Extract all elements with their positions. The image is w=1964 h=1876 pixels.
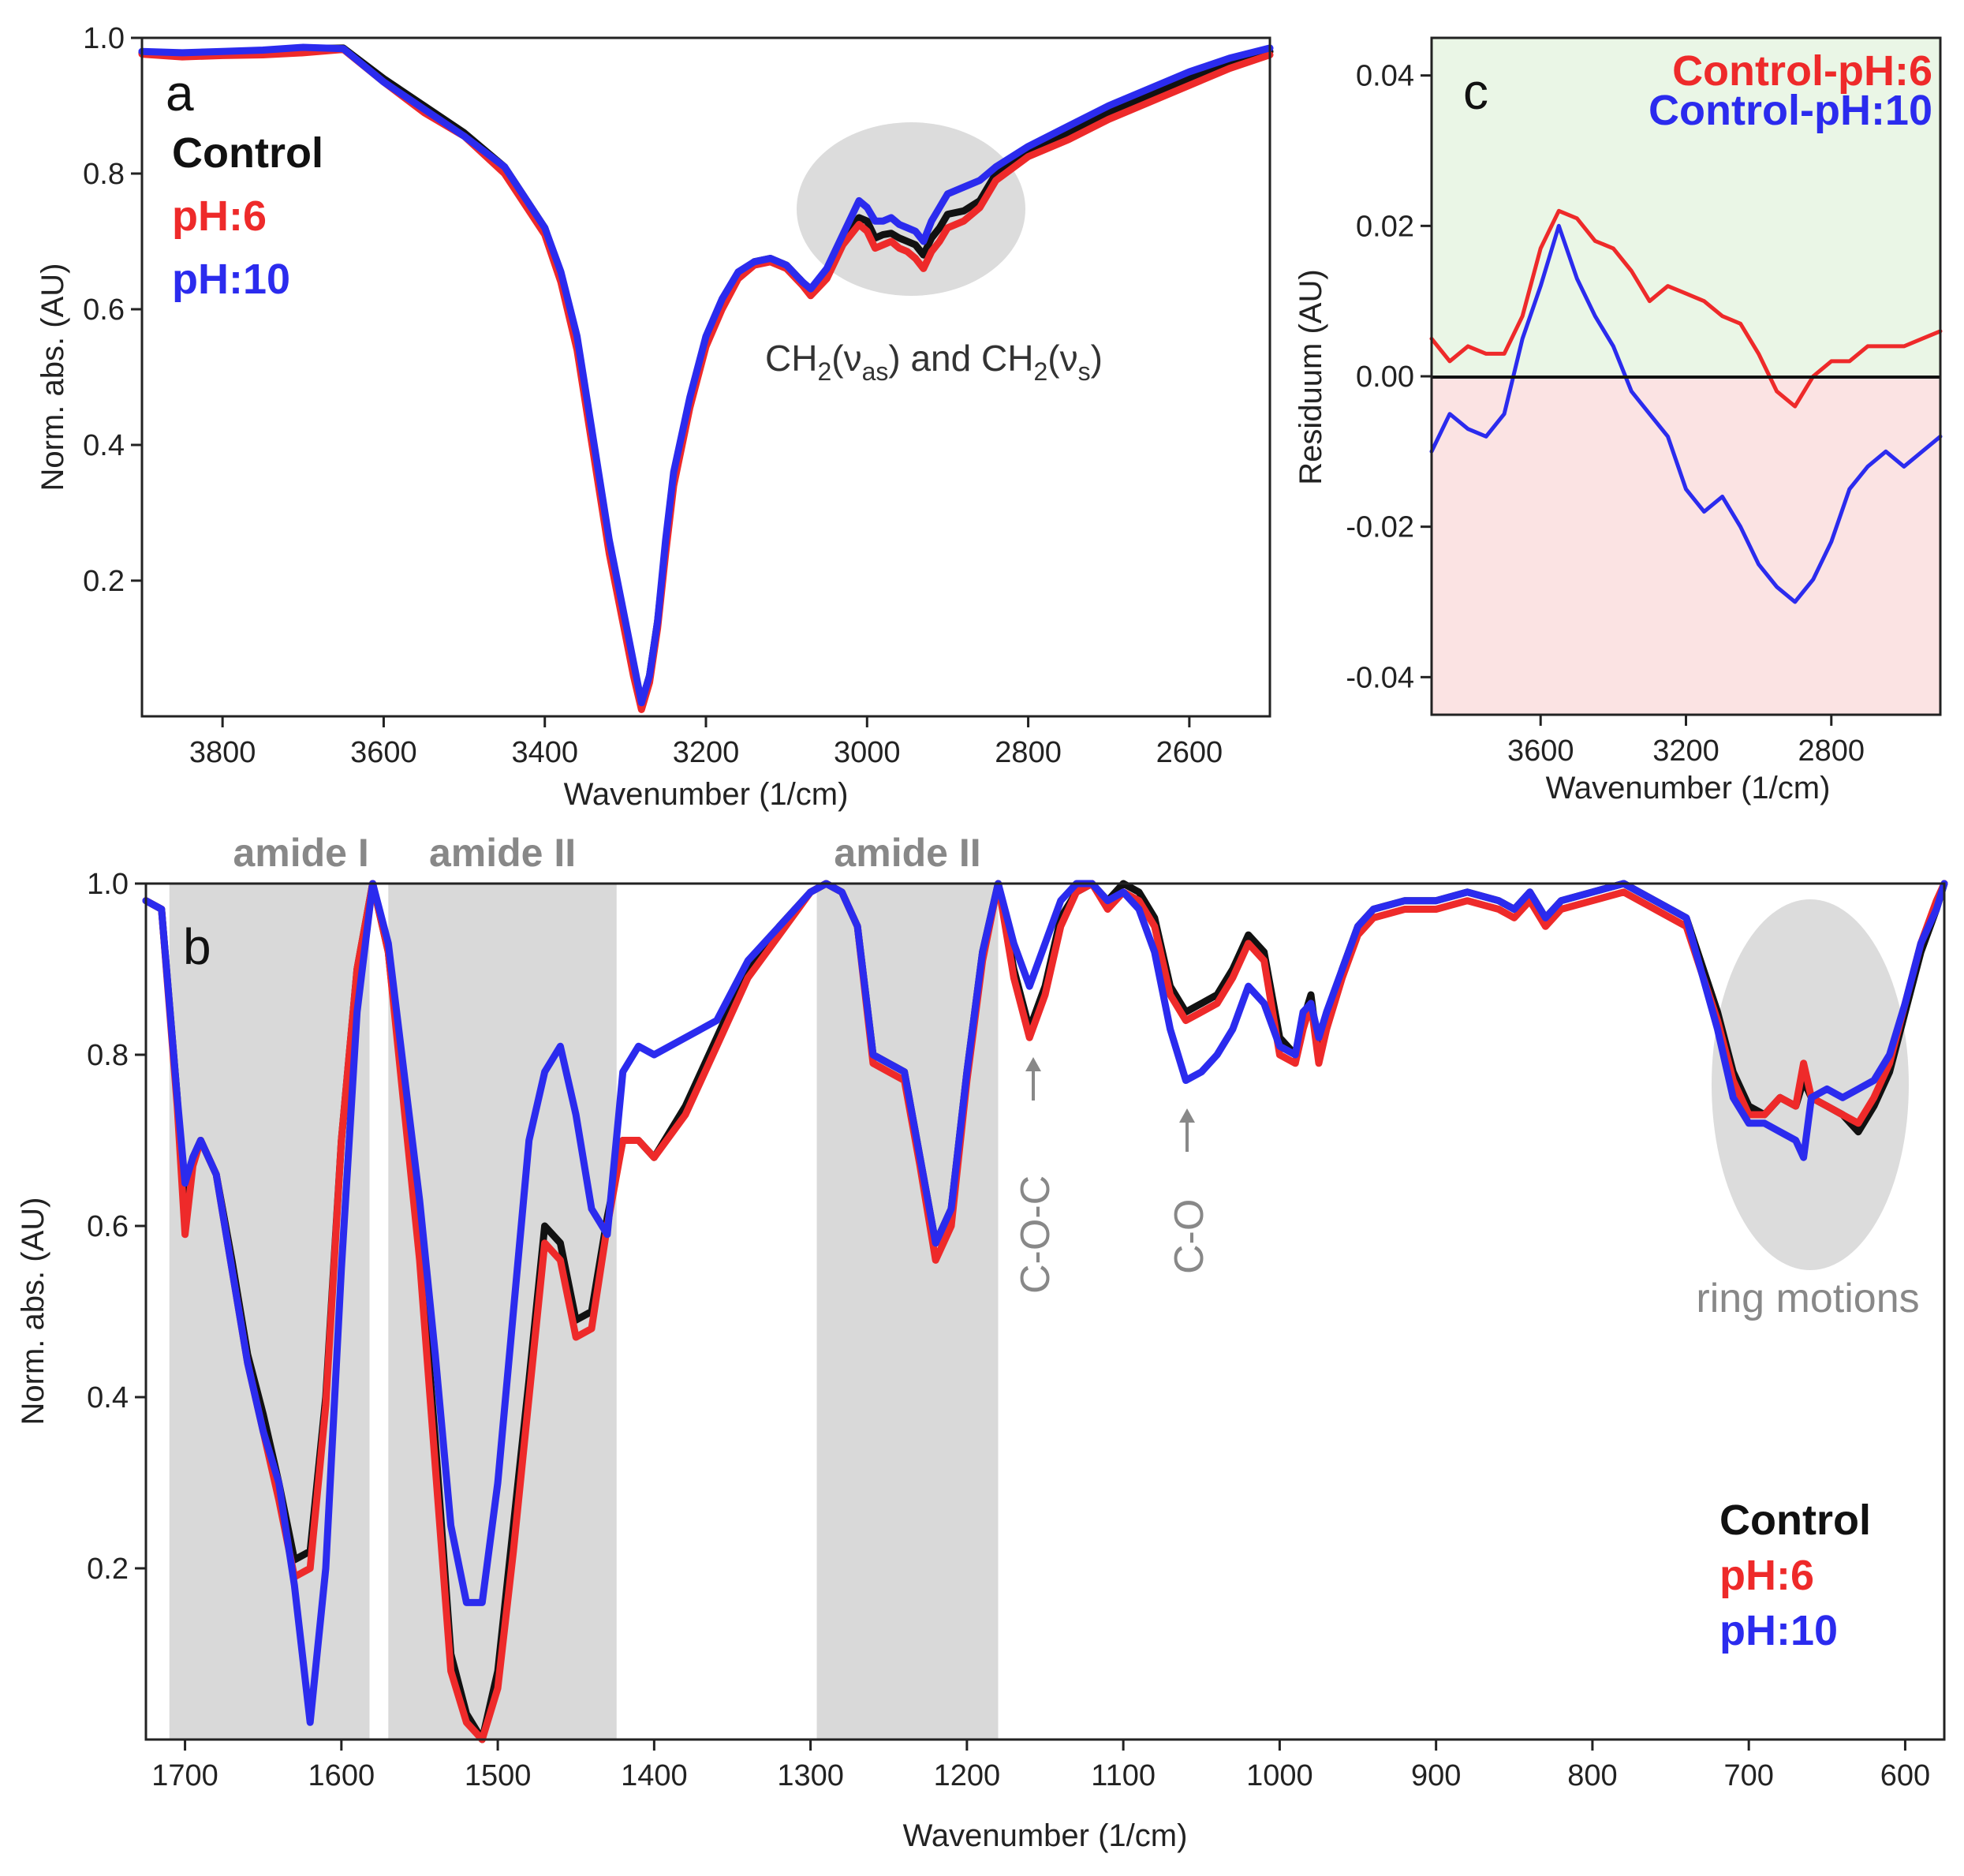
co-arrow-icon — [1179, 1108, 1195, 1123]
panel-b-series — [142, 880, 1948, 1743]
x-tick-label: 1000 — [1246, 1759, 1313, 1792]
y-tick-label: 0.04 — [1356, 60, 1414, 93]
y-tick-label: 0.02 — [1356, 210, 1414, 243]
ch2-region-highlight — [797, 122, 1025, 296]
panel-c-xlabel: Wavenumber (1/cm) — [1546, 771, 1831, 805]
negative-residual-region — [1432, 377, 1940, 715]
panel-b-letter: b — [183, 918, 211, 975]
coc-arrow-icon — [1025, 1057, 1041, 1071]
co-label: C-O — [1167, 1199, 1212, 1274]
panel-a: 3800 3600 3400 3200 3000 2800 2600 0.2 0.4 0.6 0.8… — [35, 22, 1274, 812]
panel-a-xlabel: Wavenumber (1/cm) — [564, 777, 849, 812]
legend-control-ph6: Control-pH:6 — [1672, 47, 1932, 95]
panel-b-ylabel: Norm. abs. (AU) — [16, 1198, 50, 1426]
panel-a-ylabel: Norm. abs. (AU) — [35, 263, 70, 491]
x-tick-label: 2800 — [1798, 734, 1865, 768]
panel-a-ticks: 3800 3600 3400 3200 3000 2800 2600 0.2 0.4 0.6 0.8… — [83, 22, 1223, 769]
y-tick-label: 1.0 — [83, 22, 125, 55]
legend-ph6: pH:6 — [172, 192, 267, 240]
x-tick-label: 3600 — [350, 736, 417, 769]
y-tick-label: 0.8 — [83, 158, 125, 191]
x-tick-label: 600 — [1880, 1759, 1930, 1792]
positive-residual-region — [1432, 38, 1940, 377]
panel-b-xlabel: Wavenumber (1/cm) — [903, 1818, 1188, 1853]
panel-c: 3600 3200 2800 -0.04 -0.02 0.00 0.02 0.04 c Con… — [1294, 36, 1943, 805]
legend-control: Control — [172, 129, 323, 177]
x-tick-label: 3600 — [1507, 734, 1574, 768]
y-tick-label: -0.04 — [1346, 661, 1414, 694]
panel-c-series — [1429, 208, 1943, 604]
series-line-ph-10 — [138, 43, 1274, 707]
ring-motions-label: ring motions — [1696, 1276, 1919, 1321]
panel-c-ylabel: Residuum (AU) — [1294, 269, 1328, 484]
y-tick-label: 0.00 — [1356, 361, 1414, 394]
series-line-control-ph-6 — [1429, 208, 1943, 409]
y-tick-label: 0.2 — [83, 565, 125, 598]
x-tick-label: 700 — [1723, 1759, 1773, 1792]
x-tick-label: 1300 — [777, 1759, 844, 1792]
x-tick-label: 3200 — [1652, 734, 1719, 768]
y-tick-label: 0.4 — [87, 1381, 129, 1414]
band-label-0: amide I — [233, 831, 368, 875]
coc-label: C-O-C — [1013, 1175, 1059, 1294]
x-tick-label: 900 — [1411, 1759, 1461, 1792]
legend-b-ph6: pH:6 — [1719, 1552, 1814, 1599]
band-label-2: amide II — [834, 831, 980, 875]
y-tick-label: 0.2 — [87, 1553, 129, 1586]
panel-b-frame — [144, 882, 1946, 1741]
panel-b-band-labels: amide I amide II amide II — [233, 831, 980, 875]
x-tick-label: 1100 — [1091, 1759, 1156, 1792]
panel-a-letter: a — [166, 65, 194, 121]
y-tick-label: 1.0 — [87, 868, 129, 901]
x-tick-label: 3400 — [511, 736, 578, 769]
co-annotation: C-O — [1167, 1108, 1212, 1274]
ch2-annotation: CH2(νas) and CH2(νs) — [765, 338, 1103, 386]
panel-b-bands — [169, 884, 999, 1740]
band-2 — [816, 884, 999, 1740]
legend-control-ph10: Control-pH:10 — [1648, 87, 1932, 134]
x-tick-label: 2800 — [995, 736, 1062, 769]
x-tick-label: 3200 — [673, 736, 740, 769]
x-tick-label: 1700 — [151, 1759, 218, 1792]
legend-ph10: pH:10 — [172, 256, 290, 303]
x-tick-label: 800 — [1567, 1759, 1617, 1792]
legend-b-ph10: pH:10 — [1719, 1607, 1838, 1654]
x-tick-label: 1500 — [465, 1759, 532, 1792]
legend-b-control: Control — [1719, 1497, 1871, 1544]
x-tick-label: 3000 — [834, 736, 901, 769]
panel-b-ticks: 1700 1600 1500 1400 1300 1200 1100 1000 900 800 70… — [87, 868, 1930, 1792]
panel-b: 1700 1600 1500 1400 1300 1200 1100 1000 900 800 70… — [16, 831, 1948, 1853]
band-label-1: amide II — [429, 831, 576, 875]
x-tick-label: 1200 — [934, 1759, 1001, 1792]
x-tick-label: 3800 — [189, 736, 256, 769]
panel-c-ticks: 3600 3200 2800 -0.04 -0.02 0.00 0.02 0.04 — [1346, 60, 1865, 768]
x-tick-label: 2600 — [1156, 736, 1223, 769]
series-line-ph-10 — [142, 880, 1948, 1726]
panel-a-series — [138, 43, 1274, 713]
x-tick-label: 1600 — [308, 1759, 375, 1792]
y-tick-label: 0.8 — [87, 1039, 129, 1072]
coc-annotation: C-O-C — [1013, 1057, 1059, 1294]
x-tick-label: 1400 — [621, 1759, 688, 1792]
series-line-control-ph-10 — [1429, 223, 1943, 604]
y-tick-label: -0.02 — [1346, 511, 1414, 544]
y-tick-label: 0.4 — [83, 429, 125, 462]
y-tick-label: 0.6 — [83, 293, 125, 327]
y-tick-label: 0.6 — [87, 1210, 129, 1243]
panel-c-letter: c — [1463, 63, 1488, 120]
